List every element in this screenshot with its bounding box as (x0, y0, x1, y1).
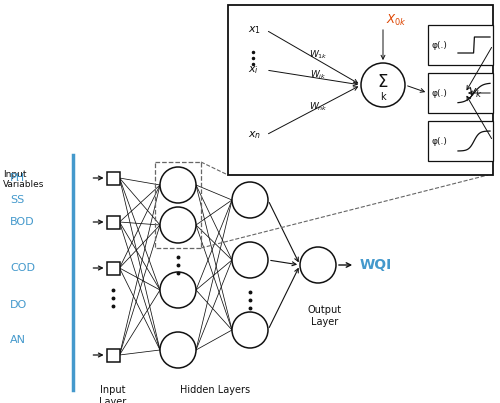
Text: $x_n$: $x_n$ (248, 129, 262, 141)
Text: Hidden Layers: Hidden Layers (180, 385, 250, 395)
Bar (106, 262, 120, 274)
Text: Input
Layer: Input Layer (100, 385, 126, 403)
Text: PH: PH (10, 173, 25, 183)
Text: $W_{1k}$: $W_{1k}$ (309, 48, 328, 61)
Circle shape (300, 247, 336, 283)
Bar (155, 162, 201, 248)
Text: $X_{0k}$: $X_{0k}$ (386, 12, 407, 27)
Circle shape (232, 242, 268, 278)
Text: WQI: WQI (360, 258, 392, 272)
Text: $x_i$: $x_i$ (248, 64, 259, 76)
Circle shape (232, 182, 268, 218)
Text: COD: COD (10, 263, 35, 273)
Circle shape (160, 332, 196, 368)
Text: BOD: BOD (10, 217, 34, 227)
Bar (428, 73, 493, 113)
Text: φ(.): φ(.) (432, 137, 448, 145)
Text: k: k (380, 92, 386, 102)
Text: Output
Layer: Output Layer (308, 305, 342, 326)
Text: DO: DO (10, 300, 27, 310)
Circle shape (160, 272, 196, 308)
Text: φ(.): φ(.) (432, 40, 448, 50)
Bar (428, 121, 493, 161)
Bar (228, 5, 493, 175)
Text: Σ: Σ (378, 73, 388, 91)
Text: AN: AN (10, 335, 26, 345)
Circle shape (160, 167, 196, 203)
Bar (106, 216, 120, 229)
Text: $W_{ik}$: $W_{ik}$ (310, 68, 327, 81)
Circle shape (232, 312, 268, 348)
Text: φ(.): φ(.) (432, 89, 448, 98)
Bar (106, 172, 120, 185)
Text: SS: SS (10, 195, 24, 205)
Text: $y_k$: $y_k$ (468, 86, 483, 100)
Bar (428, 25, 493, 65)
Circle shape (160, 207, 196, 243)
Text: $x_1$: $x_1$ (248, 24, 261, 36)
Text: $W_{nk}$: $W_{nk}$ (309, 101, 328, 113)
Bar (106, 349, 120, 361)
Text: Input
Variables: Input Variables (3, 170, 44, 189)
Circle shape (361, 63, 405, 107)
